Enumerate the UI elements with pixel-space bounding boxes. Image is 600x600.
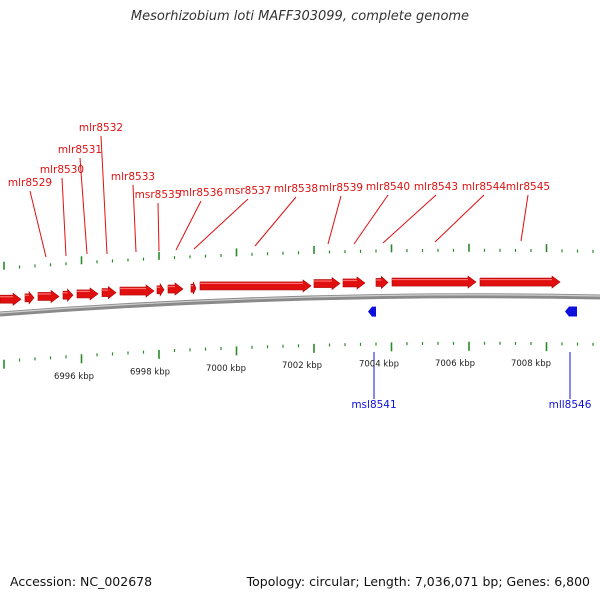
- label-leader-line: [157, 202, 160, 252]
- label-leader-line: [520, 194, 529, 242]
- genome-title: Mesorhizobium loti MAFF303099, complete …: [130, 9, 470, 24]
- gene-arrow-forward[interactable]: [24, 290, 35, 305]
- gene-arrow-forward[interactable]: [342, 276, 366, 290]
- scale-label: 6996 kbp: [54, 372, 94, 382]
- reverse-gene-labels: msl8541 mll8546: [351, 352, 592, 411]
- gene-arrow-reverse[interactable]: [368, 306, 376, 317]
- label-leader-line: [382, 194, 437, 244]
- gene-label-mlr8543[interactable]: mlr8543: [414, 181, 458, 193]
- gene-label-mlr8538[interactable]: mlr8538: [274, 183, 318, 195]
- gene-arrow-forward[interactable]: [76, 287, 99, 301]
- gene-arrow-forward[interactable]: [37, 289, 60, 304]
- label-leader-line: [132, 184, 137, 253]
- genome-backbone-highlight: [0, 294, 600, 314]
- gene-label-mlr8533[interactable]: mlr8533: [111, 171, 155, 183]
- gene-arrow-forward[interactable]: [313, 276, 341, 291]
- outer-tick-ring: [3, 243, 594, 270]
- label-leader-line: [353, 194, 389, 245]
- label-leader-line: [254, 196, 297, 247]
- gene-arrow-forward[interactable]: [479, 275, 561, 289]
- scale-label: 7000 kbp: [206, 364, 246, 374]
- gene-arrow-forward[interactable]: [391, 275, 477, 289]
- gene-label-mlr8536[interactable]: mlr8536: [179, 187, 224, 199]
- gene-arrow-forward[interactable]: [190, 282, 197, 295]
- gene-arrow-forward[interactable]: [199, 279, 312, 293]
- gene-arrow-forward[interactable]: [156, 282, 165, 297]
- gene-label-mlr8531[interactable]: mlr8531: [58, 144, 102, 156]
- gene-arrow-reverse[interactable]: [565, 306, 577, 317]
- gene-label-mlr8544[interactable]: mlr8544: [462, 181, 507, 193]
- accession-text: Accession: NC_002678: [10, 574, 153, 589]
- label-leader-line: [175, 200, 202, 251]
- forward-strand-genes: [0, 275, 561, 306]
- gene-arrow-forward[interactable]: [167, 282, 184, 296]
- gene-arrow-forward[interactable]: [0, 292, 22, 306]
- gene-label-mlr8530[interactable]: mlr8530: [40, 164, 84, 176]
- gene-label-mll8546[interactable]: mll8546: [549, 399, 592, 411]
- position-scale-labels: 6996 kbp 6998 kbp 7000 kbp 7002 kbp 7004 kbp…: [54, 359, 551, 382]
- reverse-strand-genes: [368, 306, 577, 317]
- gene-arrow-forward[interactable]: [101, 285, 117, 300]
- inner-tick-ring: [3, 341, 594, 369]
- gene-label-mlr8539[interactable]: mlr8539: [319, 182, 363, 194]
- gene-label-mlr8529[interactable]: mlr8529: [8, 177, 52, 189]
- gene-label-mlr8545[interactable]: mlr8545: [506, 181, 550, 193]
- genome-summary-text: Topology: circular; Length: 7,036,071 bp…: [246, 574, 590, 589]
- scale-label: 7004 kbp: [359, 360, 399, 370]
- label-leader-line: [327, 195, 342, 245]
- genome-backbone: [0, 293, 600, 317]
- gene-label-msl8541[interactable]: msl8541: [351, 399, 396, 411]
- gene-label-mlr8532[interactable]: mlr8532: [79, 122, 123, 134]
- scale-label: 6998 kbp: [130, 367, 170, 377]
- gene-label-msr8537[interactable]: msr8537: [225, 185, 272, 197]
- label-leader-line: [29, 190, 47, 258]
- gene-arrow-forward[interactable]: [119, 284, 155, 298]
- gene-arrow-forward[interactable]: [62, 288, 74, 302]
- gene-label-msr8535[interactable]: msr8535: [135, 189, 182, 201]
- gene-label-mlr8540[interactable]: mlr8540: [366, 181, 410, 193]
- gene-arrow-forward[interactable]: [375, 275, 389, 290]
- label-leader-line: [434, 194, 485, 243]
- scale-label: 7006 kbp: [435, 359, 475, 369]
- scale-label: 7008 kbp: [511, 359, 551, 369]
- label-leader-line: [61, 177, 67, 257]
- label-leader-line: [193, 198, 249, 250]
- scale-label: 7002 kbp: [282, 361, 322, 371]
- label-leader-line: [79, 157, 88, 255]
- label-leader-line: [100, 135, 108, 255]
